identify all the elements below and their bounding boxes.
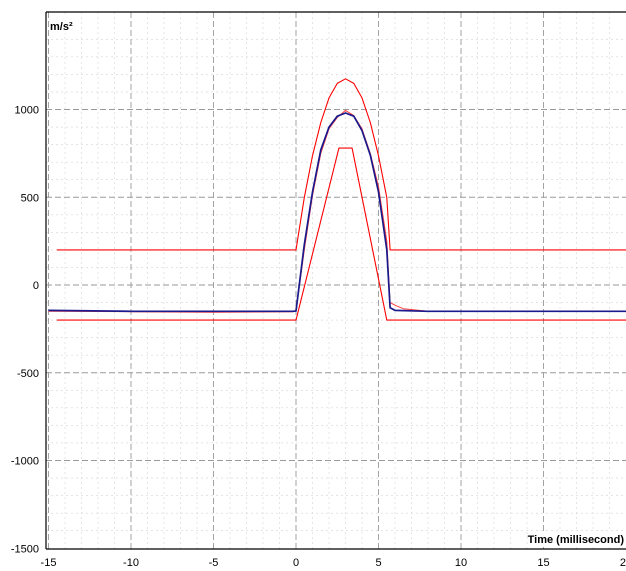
xlabel-background bbox=[542, 531, 626, 547]
x-tick-label: -15 bbox=[41, 557, 57, 569]
x-tick-label: -5 bbox=[209, 557, 219, 569]
y-tick-label: 500 bbox=[21, 192, 39, 204]
y-tick-label: 1000 bbox=[15, 105, 39, 117]
ylabel-background bbox=[49, 17, 79, 33]
x-tick-label: 5 bbox=[375, 557, 381, 569]
measured-line bbox=[48, 112, 626, 313]
y-unit-label: m/s² bbox=[50, 21, 73, 33]
y-tick-label: 0 bbox=[33, 280, 39, 292]
x-tick-label: 10 bbox=[455, 557, 467, 569]
x-tick-label: 15 bbox=[537, 557, 549, 569]
series-group bbox=[48, 78, 626, 321]
y-tick-label: -1000 bbox=[11, 456, 39, 468]
grid bbox=[46, 12, 626, 549]
lower-tolerance-line bbox=[56, 147, 626, 321]
upper-tolerance-line bbox=[56, 78, 626, 251]
plot-background bbox=[46, 12, 626, 549]
plot-frame bbox=[45, 11, 626, 550]
x-axis-label: Time (millisecond) bbox=[528, 534, 625, 546]
x-tick-label: 20 bbox=[620, 557, 626, 569]
y-tick-label: -1500 bbox=[11, 543, 39, 555]
axis-labels: m/s² Time (millisecond) -15 -10 -5 0 5 10 15 20… bbox=[11, 17, 626, 569]
x-tick-label: 0 bbox=[293, 557, 299, 569]
x-tick-label: -10 bbox=[123, 557, 139, 569]
y-tick-label: -500 bbox=[17, 368, 39, 380]
